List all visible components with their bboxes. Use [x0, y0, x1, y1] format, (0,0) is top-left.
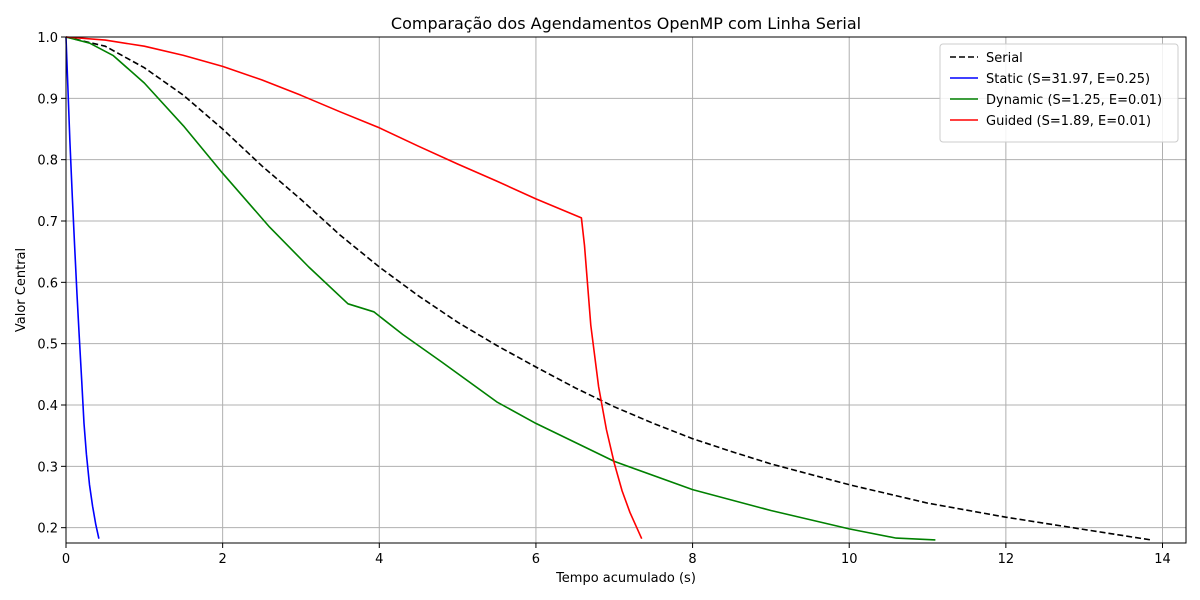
- x-tick-label: 12: [998, 552, 1015, 567]
- series-line-serial: [65, 36, 1151, 541]
- y-tick-label: 0.5: [37, 338, 58, 353]
- x-tick-label: 4: [375, 552, 383, 567]
- x-tick-label: 8: [688, 552, 696, 567]
- legend-entry: Guided (S=1.89, E=0.01): [986, 114, 1151, 129]
- legend-entry: Dynamic (S=1.25, E=0.01): [986, 93, 1162, 108]
- x-tick-label: 14: [1154, 552, 1171, 567]
- x-tick-label: 6: [532, 552, 540, 567]
- series-line-dynamic: [65, 36, 936, 541]
- x-tick-label: 2: [219, 552, 227, 567]
- y-tick-label: 0.2: [37, 522, 58, 537]
- y-tick-label: 1.0: [37, 31, 58, 46]
- legend: Serial Static (S=31.97, E=0.25) Dynamic (S…: [939, 43, 1179, 143]
- series-line-guided: [65, 36, 643, 540]
- y-tick-label: 0.8: [37, 154, 58, 169]
- plot-frame: [65, 36, 1187, 544]
- y-tick-label: 0.6: [37, 276, 58, 291]
- y-tick-label: 0.7: [37, 215, 58, 230]
- y-tick-label: 0.9: [37, 92, 58, 107]
- y-axis-label: Valor Central: [14, 248, 29, 332]
- chart-title: Comparação dos Agendamentos OpenMP com L…: [391, 14, 861, 33]
- y-tick-label: 0.4: [37, 399, 58, 414]
- x-tick-label: 0: [62, 552, 70, 567]
- x-tick-label: 10: [841, 552, 858, 567]
- legend-entry: Static (S=31.97, E=0.25): [986, 72, 1150, 87]
- series-line-static: [65, 36, 100, 539]
- legend-frame: [939, 43, 1179, 143]
- y-tick-label: 0.3: [37, 460, 58, 475]
- x-axis-label: Tempo acumulado (s): [555, 571, 696, 586]
- ticks: 0 2 4 6 8 10 12 14 0.2 0.3 0.4 0.5 0.6 0.7 0.8 0.9 1.0: [37, 31, 1170, 567]
- legend-entry: Serial: [986, 51, 1023, 66]
- series-layer: [65, 36, 1151, 541]
